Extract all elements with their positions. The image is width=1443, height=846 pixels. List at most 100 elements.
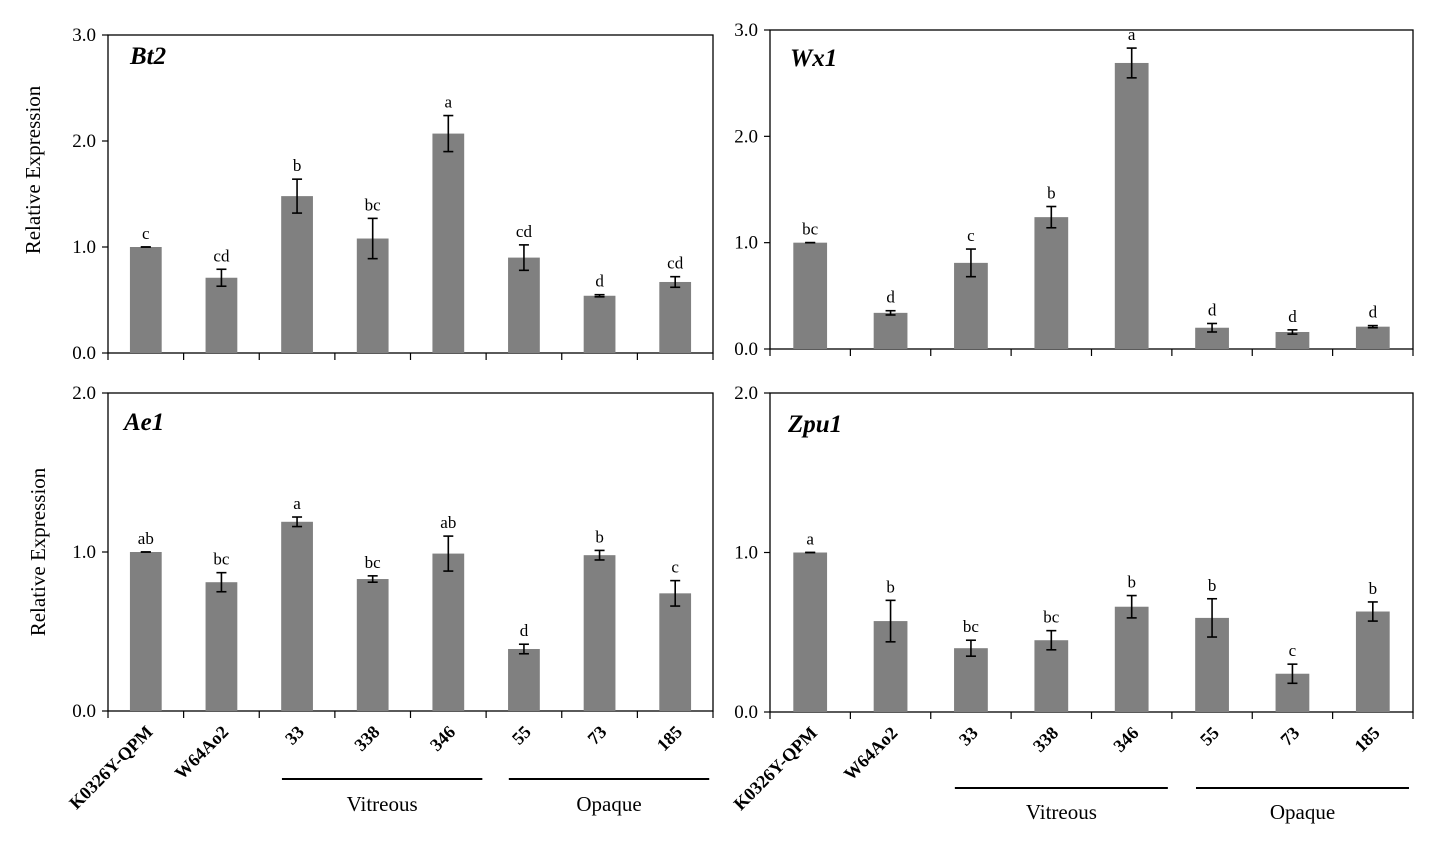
significance-label: d [886,288,895,307]
category-label: 55 [508,722,535,749]
significance-label: b [1369,579,1378,598]
significance-label: a [445,93,453,112]
y-tick-label: 0.0 [734,339,758,360]
y-tick-label: 1.0 [72,542,96,563]
category-label: 185 [1350,723,1383,756]
significance-label: bc [365,553,382,572]
x-axis-labels-right: K0326Y-QPM W64Ao2 33 338 346 55 73 185 Vitreous O… [730,723,1409,824]
significance-label: b [293,156,302,175]
significance-label: ab [138,529,154,548]
group-label-vitreous: Vitreous [347,792,418,816]
category-label: 338 [350,722,383,755]
bar-K0326Y-QPM [793,242,828,349]
significance-label: d [1369,303,1378,322]
plot-frame [769,29,1414,350]
bar-185 [1355,326,1390,349]
significance-label: b [595,527,604,546]
y-tick-label: 0.0 [734,702,758,723]
x-axis-labels-left: K0326Y-QPM W64Ao2 33 338 346 55 73 185 Vitreous O… [65,722,710,816]
significance-label: cd [213,246,230,265]
significance-label: c [671,558,679,577]
significance-label: c [967,226,975,245]
y-tick-label: 3.0 [72,25,96,46]
category-label: K0326Y-QPM [730,723,821,814]
plot-frame [107,34,714,354]
bar-K0326Y-QPM [129,552,162,711]
bar-33 [281,521,313,711]
category-label: 33 [955,723,982,750]
y-tick-label: 1.0 [734,233,758,254]
significance-label: a [806,530,814,549]
y-tick-label: 2.0 [72,383,96,404]
group-label-vitreous: Vitreous [1026,800,1097,824]
category-label: 346 [1109,723,1142,756]
significance-label: c [1289,641,1297,660]
significance-label: b [1047,184,1056,203]
bar-346 [1114,606,1149,712]
significance-label: bc [963,617,980,636]
significance-label: c [142,224,150,243]
bar-346 [432,553,465,711]
bar-55 [508,648,540,711]
y-tick-label: 3.0 [734,20,758,41]
group-label-opaque: Opaque [1270,800,1335,824]
bar-33 [954,648,988,712]
significance-label: ab [440,513,456,532]
panel-title: Wx1 [790,45,837,72]
significance-label: d [1288,307,1297,326]
bar-55 [1195,327,1229,349]
panel-bt2: 0.0 1.0 2.0 3.0 c cd b bc a cd d cd Bt2 Relative Expr… [21,25,714,364]
bar-338 [356,579,389,711]
y-tick-label: 1.0 [734,543,758,564]
plot-frame [769,392,1414,713]
significance-label: d [1208,300,1217,319]
y-tick-label: 2.0 [734,126,758,147]
bar-W64Ao2 [205,582,238,711]
bar-33 [281,196,313,353]
significance-label: b [1127,573,1136,592]
panel-wx1: 0.0 1.0 2.0 3.0 bc d c b a d d d Wx1 [734,20,1414,360]
significance-label: d [520,621,529,640]
category-label: W64Ao2 [171,722,233,784]
significance-label: cd [667,254,684,273]
significance-label: cd [516,222,533,241]
category-label: 338 [1029,723,1062,756]
group-label-opaque: Opaque [576,792,641,816]
significance-label: d [595,272,604,291]
significance-label: bc [365,195,382,214]
bar-338 [1034,640,1069,712]
significance-label: a [293,494,301,513]
panel-title: Ae1 [122,409,164,436]
bar-K0326Y-QPM [129,247,162,353]
bar-73 [1275,331,1310,349]
y-tick-label: 1.0 [72,237,96,258]
bar-185 [659,593,692,711]
category-label: 55 [1196,723,1223,750]
category-label: 73 [584,722,611,749]
y-tick-label: 2.0 [72,131,96,152]
significance-label: b [886,577,895,596]
significance-label: bc [213,550,230,569]
panel-title: Zpu1 [787,411,842,438]
plot-frame [107,392,714,712]
category-label: 346 [426,722,459,755]
category-label: K0326Y-QPM [65,722,156,813]
category-label: 73 [1276,723,1303,750]
bar-55 [508,257,540,353]
bar-185 [1355,611,1390,712]
bar-K0326Y-QPM [793,552,828,712]
significance-label: b [1208,576,1217,595]
bar-W64Ao2 [873,312,908,349]
category-label: W64Ao2 [840,723,902,785]
bar-338 [1034,217,1069,349]
category-label: 33 [281,722,308,749]
y-tick-label: 2.0 [734,383,758,404]
bar-73 [583,295,616,353]
bar-346 [1114,62,1149,350]
significance-label: a [1128,25,1136,44]
y-axis-label: Relative Expression [21,85,45,254]
y-tick-label: 0.0 [72,343,96,364]
